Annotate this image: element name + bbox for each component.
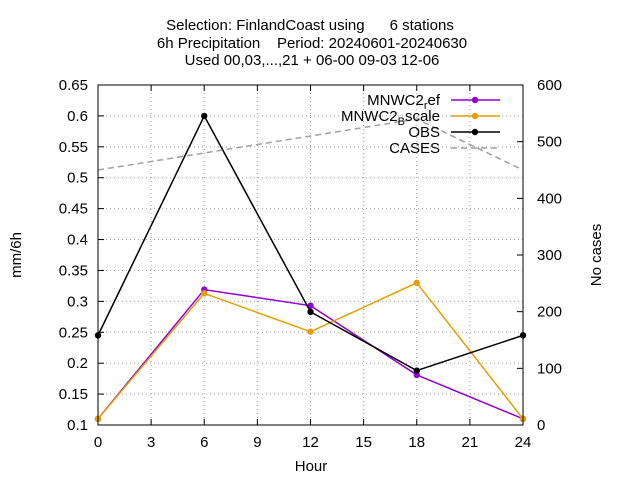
series-cases: [97, 118, 524, 171]
y-tick-label: 0.15: [59, 386, 88, 403]
series-line: [97, 118, 524, 171]
x-tick-label: 9: [253, 434, 261, 451]
x-tick-label: 18: [408, 434, 425, 451]
y2-tick-label: 600: [537, 77, 562, 94]
x-tick-label: 21: [462, 434, 479, 451]
y-tick-label: 0.4: [67, 232, 88, 249]
y-tick-label: 0.55: [59, 139, 88, 156]
y-axis-label: mm/6h: [8, 232, 25, 278]
y-tick-label: 0.35: [59, 262, 88, 279]
legend-label: CASES: [389, 140, 440, 157]
x-tick-label: 15: [355, 434, 372, 451]
data-point: [307, 328, 314, 335]
x-tick-label: 0: [94, 434, 102, 451]
data-point: [413, 367, 420, 374]
chart-title-line-2: 6h Precipitation Period: 20240601-202406…: [157, 35, 467, 52]
y2-tick-label: 500: [537, 134, 562, 151]
y-tick-label: 0.3: [67, 293, 88, 310]
y-tick-label: 0.45: [59, 201, 88, 218]
x-tick-label: 3: [147, 434, 155, 451]
x-tick-label: 24: [515, 434, 532, 451]
data-point: [201, 112, 208, 120]
y2-tick-label: 0: [537, 417, 545, 434]
chart-title-line-3: Used 00,03,...,21 + 06-00 09-03 12-06: [185, 52, 440, 69]
legend-label: OBS: [408, 124, 440, 141]
data-point: [307, 302, 314, 309]
series-obs: [94, 112, 527, 374]
data-point: [413, 279, 420, 287]
series-layer: [94, 112, 527, 423]
chart-title-line-1: Selection: FinlandCoast using 6 stations: [166, 17, 454, 34]
ticks: 0 3 6 9 12 15 18 21 24 0.1 0.15 0.2 0.25 0.3 0.35 0.4 0.…: [59, 77, 562, 451]
y2-axis-label: No cases: [588, 224, 605, 287]
x-tick-label: 12: [302, 434, 319, 451]
y-tick-label: 0.2: [67, 355, 88, 372]
y2-tick-label: 100: [537, 360, 562, 377]
legend-marker: [471, 128, 479, 136]
y2-tick-label: 300: [537, 247, 562, 264]
y-tick-label: 0.25: [59, 324, 88, 341]
y-tick-label: 0.6: [67, 108, 88, 125]
legend-label: MNWC2ref: [367, 92, 441, 112]
data-point: [201, 290, 208, 297]
y2-tick-label: 200: [537, 304, 562, 321]
legend-label: MNWC2Bscale: [341, 108, 440, 128]
chart-title: Selection: FinlandCoast using 6 stations…: [157, 17, 467, 69]
x-tick-label: 6: [200, 434, 208, 451]
y-tick-label: 0.65: [59, 77, 88, 94]
y-tick-label: 0.1: [67, 417, 88, 434]
data-point: [307, 308, 314, 316]
x-axis-label: Hour: [295, 458, 328, 475]
legend-marker: [471, 96, 479, 104]
legend-marker: [471, 112, 479, 120]
y2-tick-label: 400: [537, 190, 562, 207]
y-tick-label: 0.5: [67, 170, 88, 187]
